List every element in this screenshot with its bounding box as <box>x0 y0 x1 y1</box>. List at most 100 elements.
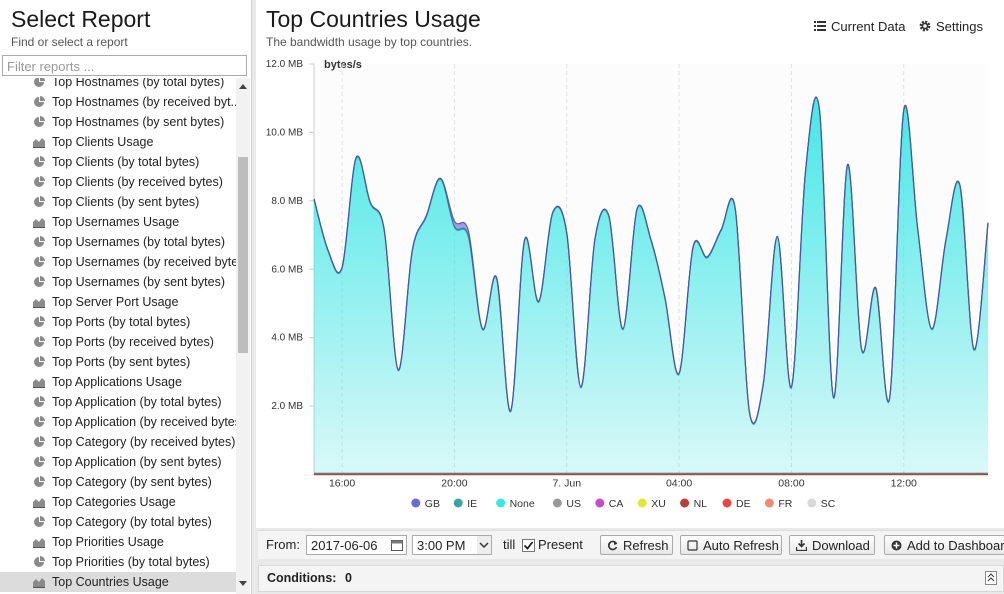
report-icon <box>34 416 45 427</box>
report-icon <box>34 476 45 487</box>
legend-label: CA <box>609 498 624 510</box>
legend-swatch <box>722 498 732 508</box>
present-checkbox[interactable] <box>522 539 535 559</box>
report-icon <box>34 316 45 327</box>
report-item[interactable]: Top Category (by sent bytes) <box>0 472 236 492</box>
x-tick-label: 04:00 <box>666 478 692 490</box>
from-label: From: <box>266 537 300 552</box>
report-item[interactable]: Top Applications Usage <box>0 372 236 392</box>
report-item[interactable]: Top Ports (by received bytes) <box>0 332 236 352</box>
legend-swatch <box>411 498 421 508</box>
sidebar: Select Report Find or select a report Fi… <box>0 0 252 594</box>
button-label: Download <box>812 538 870 553</box>
current-data-button[interactable]: Current Data <box>814 19 905 34</box>
report-item[interactable]: Top Ports (by sent bytes) <box>0 352 236 372</box>
report-icon <box>34 356 45 367</box>
y-tick-label: 6.0 MB <box>271 264 303 275</box>
report-label: Top Category (by sent bytes) <box>52 475 212 489</box>
report-label: Top Hostnames (by received byt... <box>52 95 236 109</box>
legend-swatch <box>764 498 774 508</box>
report-label: Top Priorities (by total bytes) <box>52 555 210 569</box>
conditions-bar[interactable]: Conditions: 0 <box>258 565 1004 592</box>
report-item[interactable]: Top Application (by received bytes) <box>0 412 236 432</box>
x-tick-label: 12:00 <box>891 478 917 490</box>
report-label: Top Application (by total bytes) <box>52 395 222 409</box>
report-item[interactable]: Top Countries Usage <box>0 572 236 592</box>
report-icon <box>33 298 45 308</box>
report-item[interactable]: Top Server Port Usage <box>0 292 236 312</box>
scrollbar-graphics <box>238 84 248 586</box>
report-item[interactable]: Top Hostnames (by sent bytes) <box>0 112 236 132</box>
download-button[interactable]: Download <box>789 535 875 555</box>
report-item[interactable]: Top Usernames (by sent bytes) <box>0 272 236 292</box>
legend-label: None <box>510 498 535 510</box>
report-item[interactable]: Top Clients Usage <box>0 132 236 152</box>
report-icon <box>33 538 45 548</box>
legend-label: SC <box>821 498 836 510</box>
report-icon <box>33 138 45 148</box>
x-tick-label: 20:00 <box>441 478 467 490</box>
settings-button[interactable]: Settings <box>919 19 983 34</box>
add-to-dashboard-button[interactable]: Add to Dashboard <box>884 535 1004 555</box>
report-item[interactable]: Top Clients (by total bytes) <box>0 152 236 172</box>
date-input[interactable]: 2017-06-06 <box>306 535 407 555</box>
main-panel: Top Countries Usage The bandwidth usage … <box>256 0 1004 594</box>
report-item[interactable]: Top Usernames Usage <box>0 212 236 232</box>
report-item[interactable]: Top Hostnames (by total bytes) <box>0 78 236 92</box>
report-item[interactable]: Top Categories Usage <box>0 492 236 512</box>
report-label: Top Ports (by total bytes) <box>52 315 191 329</box>
legend-swatch <box>595 498 605 508</box>
report-item[interactable]: Top Application (by total bytes) <box>0 392 236 412</box>
report-label: Top Clients Usage <box>52 135 154 149</box>
sidebar-title: Select Report <box>11 6 151 32</box>
action-label: Settings <box>936 19 983 34</box>
report-icon <box>34 236 45 247</box>
report-label: Top Clients (by sent bytes) <box>52 195 200 209</box>
legend-swatch <box>807 498 817 508</box>
download-icon <box>796 540 807 551</box>
report-header: Top Countries Usage The bandwidth usage … <box>256 0 1004 54</box>
filter-input[interactable]: Filter reports ... <box>2 55 247 76</box>
report-label: Top Applications Usage <box>52 375 182 389</box>
legend-label: NL <box>694 498 708 510</box>
report-label: Top Ports (by sent bytes) <box>52 355 191 369</box>
report-label: Top Clients (by received bytes) <box>52 175 223 189</box>
report-item[interactable]: Top Clients (by sent bytes) <box>0 192 236 212</box>
legend-swatch <box>552 498 562 508</box>
report-label: Top Application (by sent bytes) <box>52 455 222 469</box>
toolbar: From: 2017-06-06 3:00 PM till Present Re… <box>258 530 1004 559</box>
report-item[interactable]: Top Clients (by received bytes) <box>0 172 236 192</box>
report-item[interactable]: Top Usernames (by received bytes) <box>0 252 236 272</box>
button-label: Refresh <box>623 538 669 553</box>
report-label: Top Usernames Usage <box>52 215 180 229</box>
date-value: 2017-06-06 <box>311 538 378 553</box>
y-tick-label: 2.0 MB <box>271 401 303 412</box>
collapse-icon[interactable] <box>985 571 997 585</box>
report-item[interactable]: Top Application (by sent bytes) <box>0 452 236 472</box>
refresh-button[interactable]: Refresh <box>600 535 673 555</box>
report-item[interactable]: Top Usernames (by total bytes) <box>0 232 236 252</box>
scrollbar[interactable] <box>236 78 250 594</box>
chart: 2.0 MB 4.0 MB 6.0 MB 8.0 MB 10.0 MB 12.0 MB by… <box>256 54 1004 528</box>
list-icon <box>814 21 826 31</box>
present-label: Present <box>538 537 583 552</box>
report-icon <box>33 498 45 508</box>
report-item[interactable]: Top Category (by received bytes) <box>0 432 236 452</box>
report-item[interactable]: Top Priorities (by total bytes) <box>0 552 236 572</box>
time-select[interactable]: 3:00 PM <box>412 535 492 555</box>
series-line <box>313 96 989 424</box>
auto-refresh-button[interactable]: Auto Refresh <box>680 535 782 555</box>
check-mark <box>523 541 534 550</box>
report-item[interactable]: Top Ports (by total bytes) <box>0 312 236 332</box>
report-item[interactable]: Top Priorities Usage <box>0 532 236 552</box>
series-area <box>314 98 988 474</box>
report-icon <box>34 116 45 127</box>
report-item[interactable]: Top Hostnames (by received byt... <box>0 92 236 112</box>
legend-label: US <box>566 498 581 510</box>
report-label: Top Hostnames (by sent bytes) <box>52 115 225 129</box>
legend-label: IE <box>467 498 477 510</box>
report-item[interactable]: Top Category (by total bytes) <box>0 512 236 532</box>
button-label: Auto Refresh <box>703 538 779 553</box>
report-label: Top Application (by received bytes) <box>52 415 236 429</box>
report-label: Top Hostnames (by total bytes) <box>52 78 225 89</box>
